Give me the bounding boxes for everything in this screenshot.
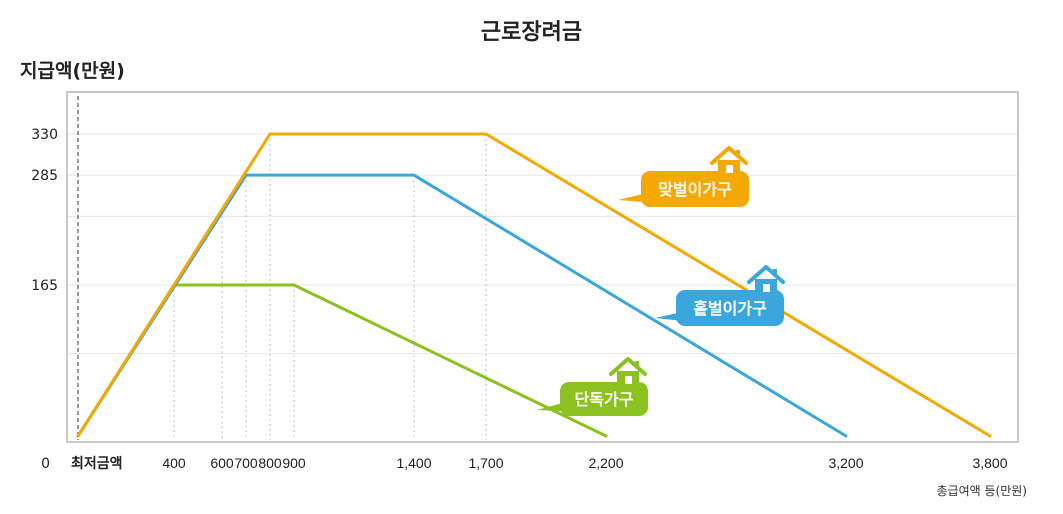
plot-frame (66, 91, 1019, 443)
house-icon (747, 265, 785, 284)
y-tick-label: 0 (41, 456, 50, 472)
x-tick-label: 700 (234, 455, 258, 471)
x-axis-label: 총급여액 등(만원) (936, 484, 1027, 498)
legend-label: 맞벌이가구 (658, 180, 732, 199)
x-tick-label: 900 (282, 455, 306, 471)
house-icon-chimney (736, 150, 740, 157)
house-icon-window (763, 284, 770, 292)
house-icon-chimney (773, 269, 777, 276)
series-line-0 (76, 132, 992, 438)
x-tick-label: 1,400 (396, 455, 431, 471)
chart-title: 근로장려금 (480, 20, 583, 45)
x-origin-label: 최저금액 (71, 455, 123, 472)
house-icon-chimney (635, 361, 639, 368)
x-tick-label: 800 (258, 455, 282, 471)
house-icon (609, 357, 647, 376)
house-icon-window (726, 165, 733, 173)
x-tick-label: 2,200 (588, 455, 623, 471)
x-tick-label: 400 (162, 455, 186, 471)
house-icon (710, 146, 748, 165)
house-icon-window (625, 376, 632, 384)
legend-box (560, 382, 648, 416)
legend-label: 홑벌이가구 (693, 299, 767, 318)
y-axis-label: 지급액(만원) (20, 60, 125, 82)
x-tick-label: 600 (210, 455, 234, 471)
legend-box (641, 171, 749, 207)
x-tick-label: 3,800 (972, 455, 1007, 471)
x-tick-label: 1,700 (468, 455, 503, 471)
y-tick-label: 165 (31, 278, 58, 294)
x-tick-label: 3,200 (828, 455, 863, 471)
legend-box (676, 290, 784, 326)
legend-label: 단독가구 (575, 390, 634, 409)
y-tick-label: 330 (31, 127, 58, 143)
y-tick-label: 285 (31, 168, 58, 184)
